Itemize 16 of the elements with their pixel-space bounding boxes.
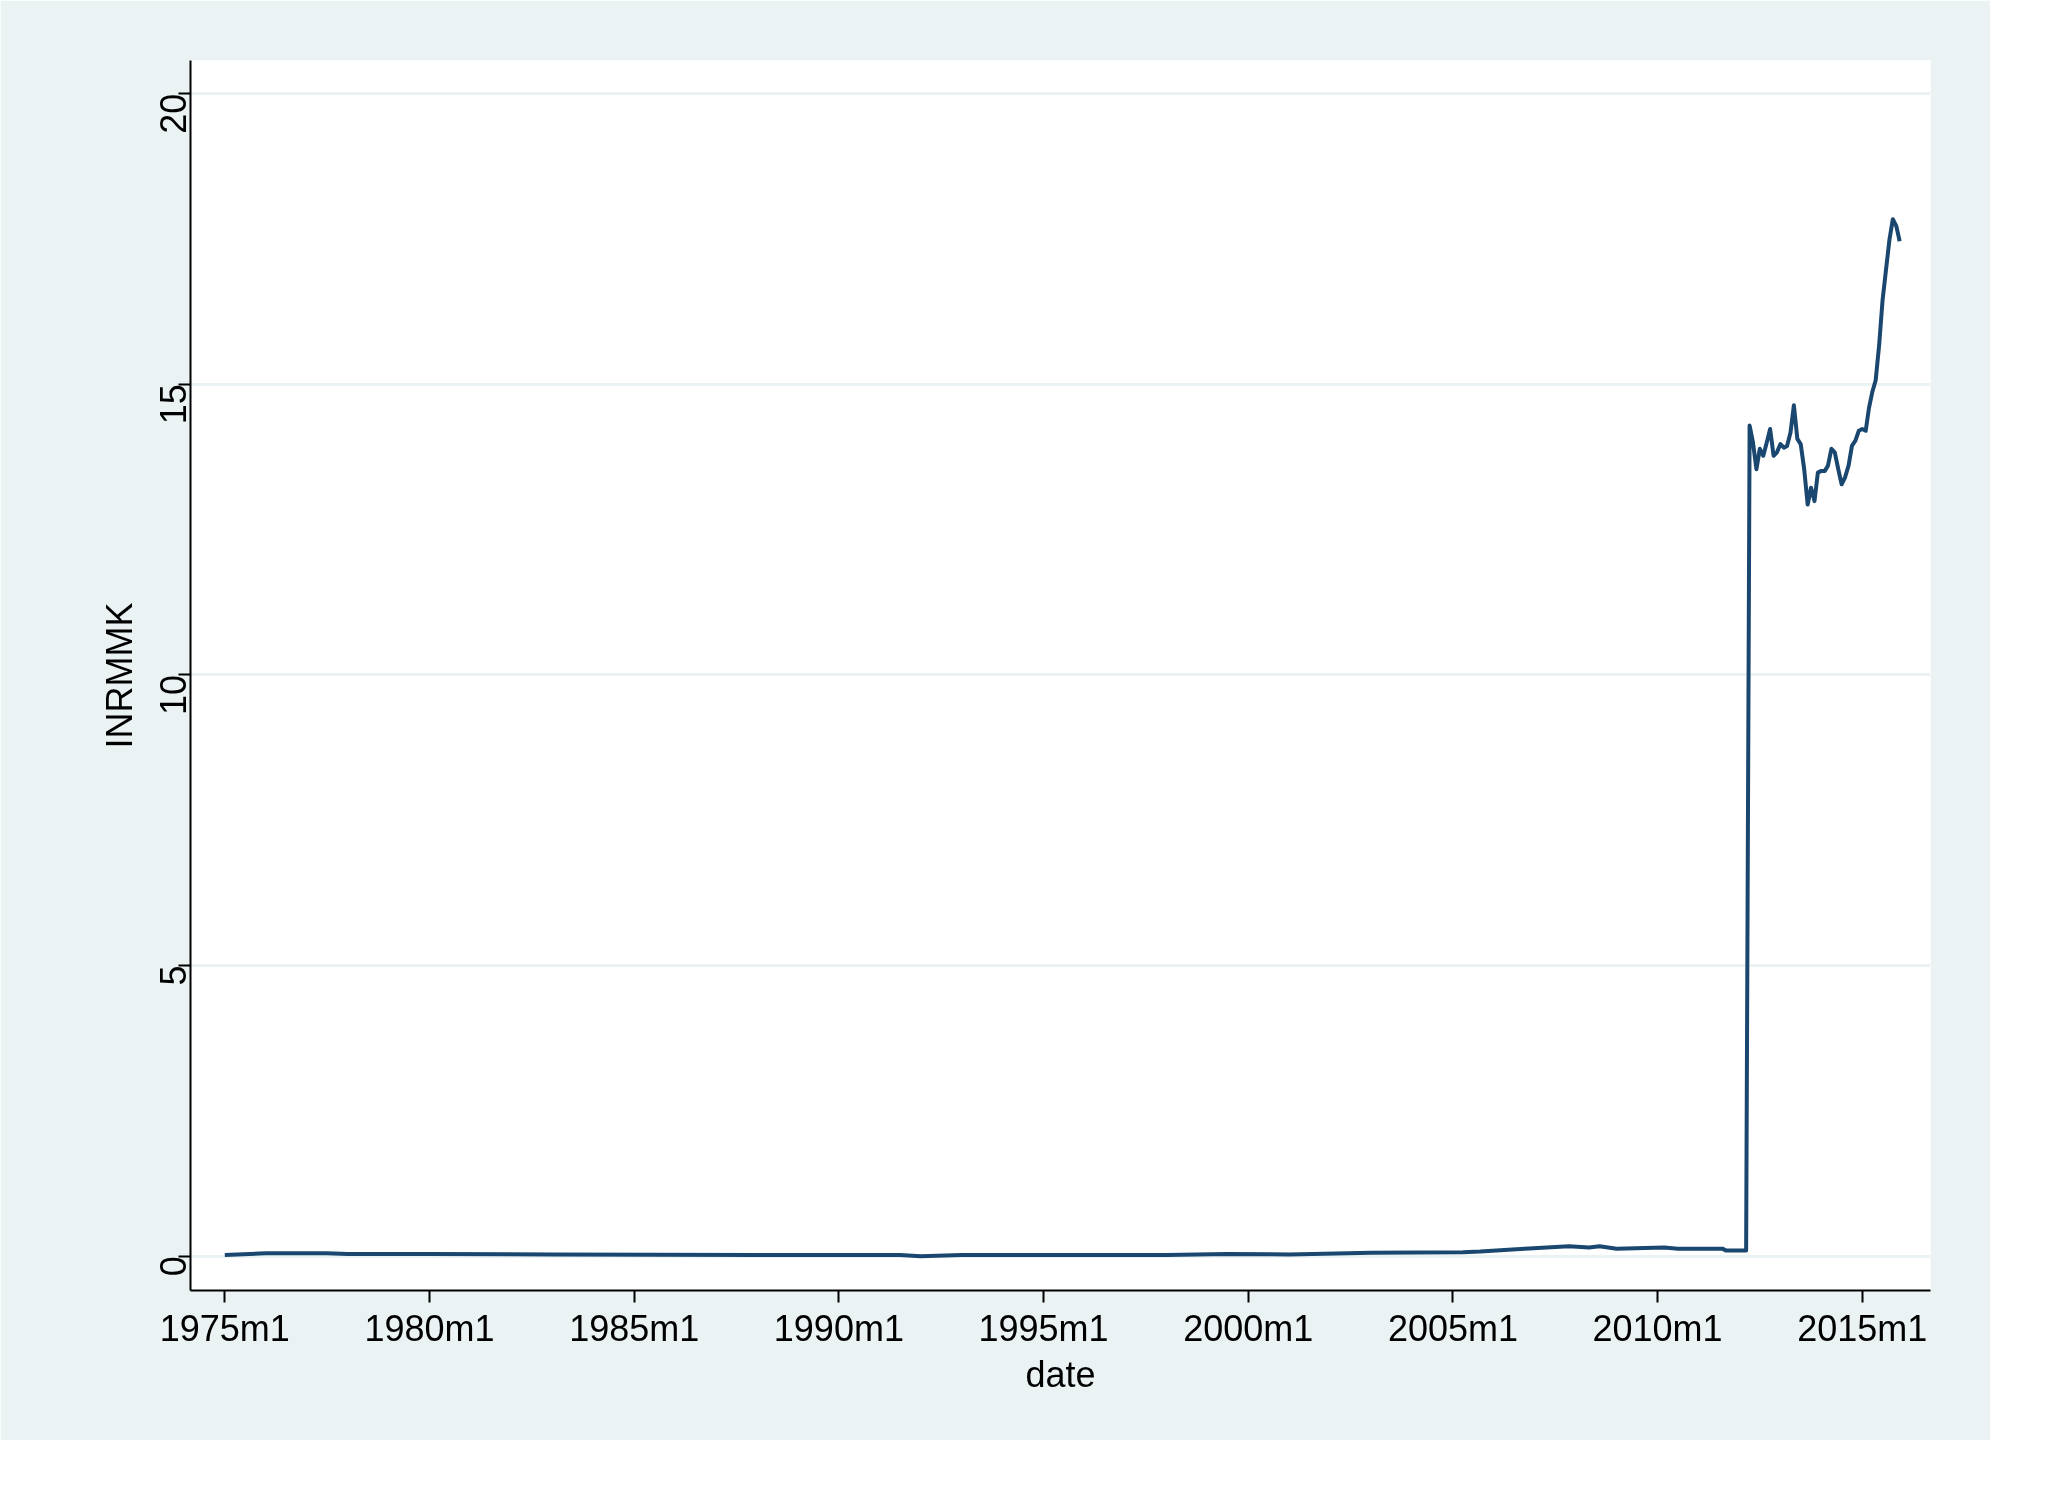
y-tick-label: 10 [153,674,195,715]
x-tick-label: 2015m1 [1797,1307,1928,1349]
y-tick-label: 15 [153,384,195,425]
x-axis-title: date [1025,1353,1096,1395]
x-tick-label: 1995m1 [978,1307,1109,1349]
y-tick-label: 5 [153,965,195,986]
x-tick-label: 1990m1 [773,1307,904,1349]
y-axis-title: INRMMK [98,602,140,749]
x-tick-label: 1975m1 [159,1307,290,1349]
y-tick-label: 20 [153,93,195,134]
x-tick-label: 2005m1 [1387,1307,1518,1349]
x-tick-label: 2010m1 [1592,1307,1723,1349]
x-tick-label: 1980m1 [364,1307,495,1349]
x-tick-label: 1985m1 [569,1307,700,1349]
y-tick-label: 0 [153,1256,195,1277]
x-tick-label: 2000m1 [1183,1307,1314,1349]
